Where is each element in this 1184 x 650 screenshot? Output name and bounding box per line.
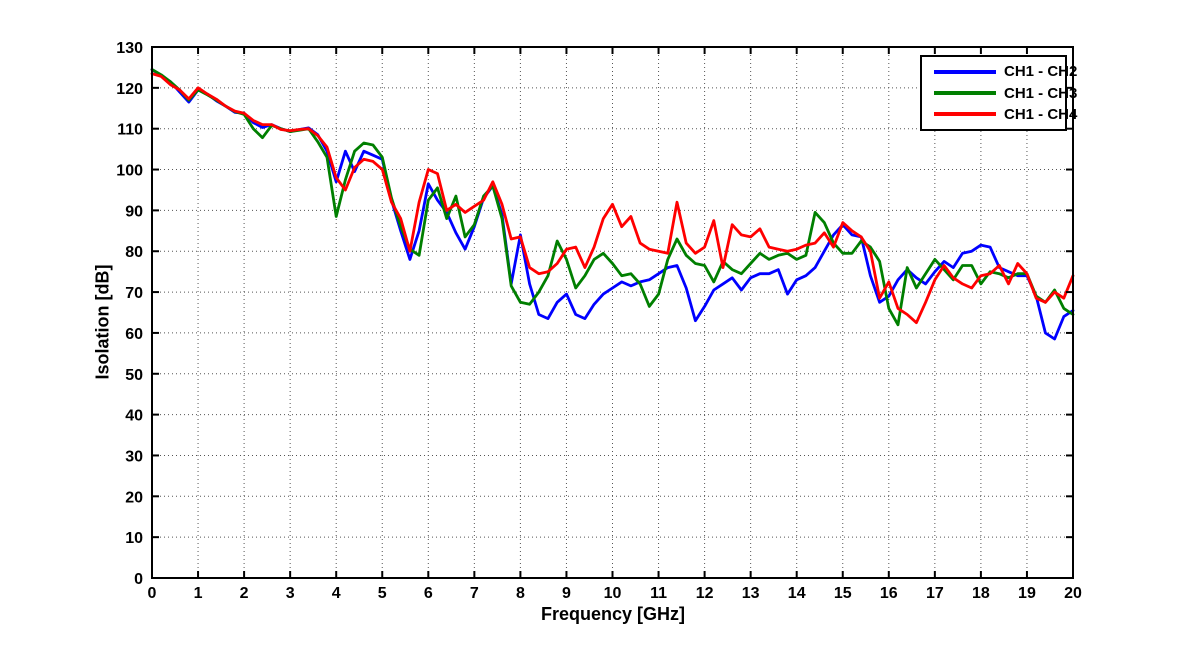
y-tick-label: 20 [125,489,143,506]
y-tick-label: 10 [125,530,143,547]
ch1-ch4-line-swatch [934,112,996,117]
y-tick-label: 110 [117,122,143,139]
y-tick-label: 50 [125,367,143,384]
ch1-ch2-line-swatch [934,69,996,74]
x-tick-label: 13 [742,585,760,602]
x-tick-label: 19 [1018,585,1036,602]
x-tick-label: 6 [424,585,433,602]
x-tick-label: 4 [332,585,341,602]
legend-label: CH1 - CH3 [1004,84,1078,102]
series-line-ch1-ch4 [150,72,1075,325]
y-tick-label: 90 [125,203,143,220]
plot-border [151,46,1074,579]
legend-label: CH1 - CH4 [1004,105,1078,123]
y-tick-label: 60 [125,326,143,343]
y-tick-label: 40 [125,408,143,425]
x-tick-label: 15 [834,585,852,602]
x-tick-label: 5 [378,585,387,602]
y-tick-label: 70 [125,285,143,302]
legend: CH1 - CH2 CH1 - CH3 CH1 - CH4 [920,55,1077,131]
x-tick-label: 14 [788,585,806,602]
legend-item-ch1-ch3: CH1 - CH3 [934,85,1077,102]
x-tick-label: 16 [880,585,898,602]
x-tick-label: 11 [650,585,667,602]
legend-item-ch1-ch2: CH1 - CH2 [934,63,1077,80]
x-axis-title: Frequency [GHz] [540,604,686,624]
x-tick-label: 17 [926,585,944,602]
x-tick-label: 9 [562,585,571,602]
y-tick-label: 130 [116,40,143,57]
x-tick-label: 0 [148,585,157,602]
x-tick-label: 7 [470,585,479,602]
x-tick-label: 10 [604,585,622,602]
y-tick-label: 0 [134,571,143,588]
x-tick-label: 8 [516,585,525,602]
x-tick-label: 12 [696,585,714,602]
y-tick-label: 80 [125,244,143,261]
x-tick-label: 18 [972,585,990,602]
x-tick-label: 1 [194,585,203,602]
y-tick-label: 30 [125,448,143,465]
legend-label: CH1 - CH2 [1004,63,1078,81]
legend-item-ch1-ch4: CH1 - CH4 [934,106,1077,123]
y-axis-title: Isolation [dB] [92,264,113,380]
ch1-ch3-line-swatch [934,91,996,95]
x-tick-label: 20 [1064,585,1082,602]
y-tick-label: 120 [116,81,143,98]
x-tick-label: 3 [286,585,295,602]
x-tick-label: 2 [240,585,249,602]
y-tick-label: 100 [116,163,143,180]
